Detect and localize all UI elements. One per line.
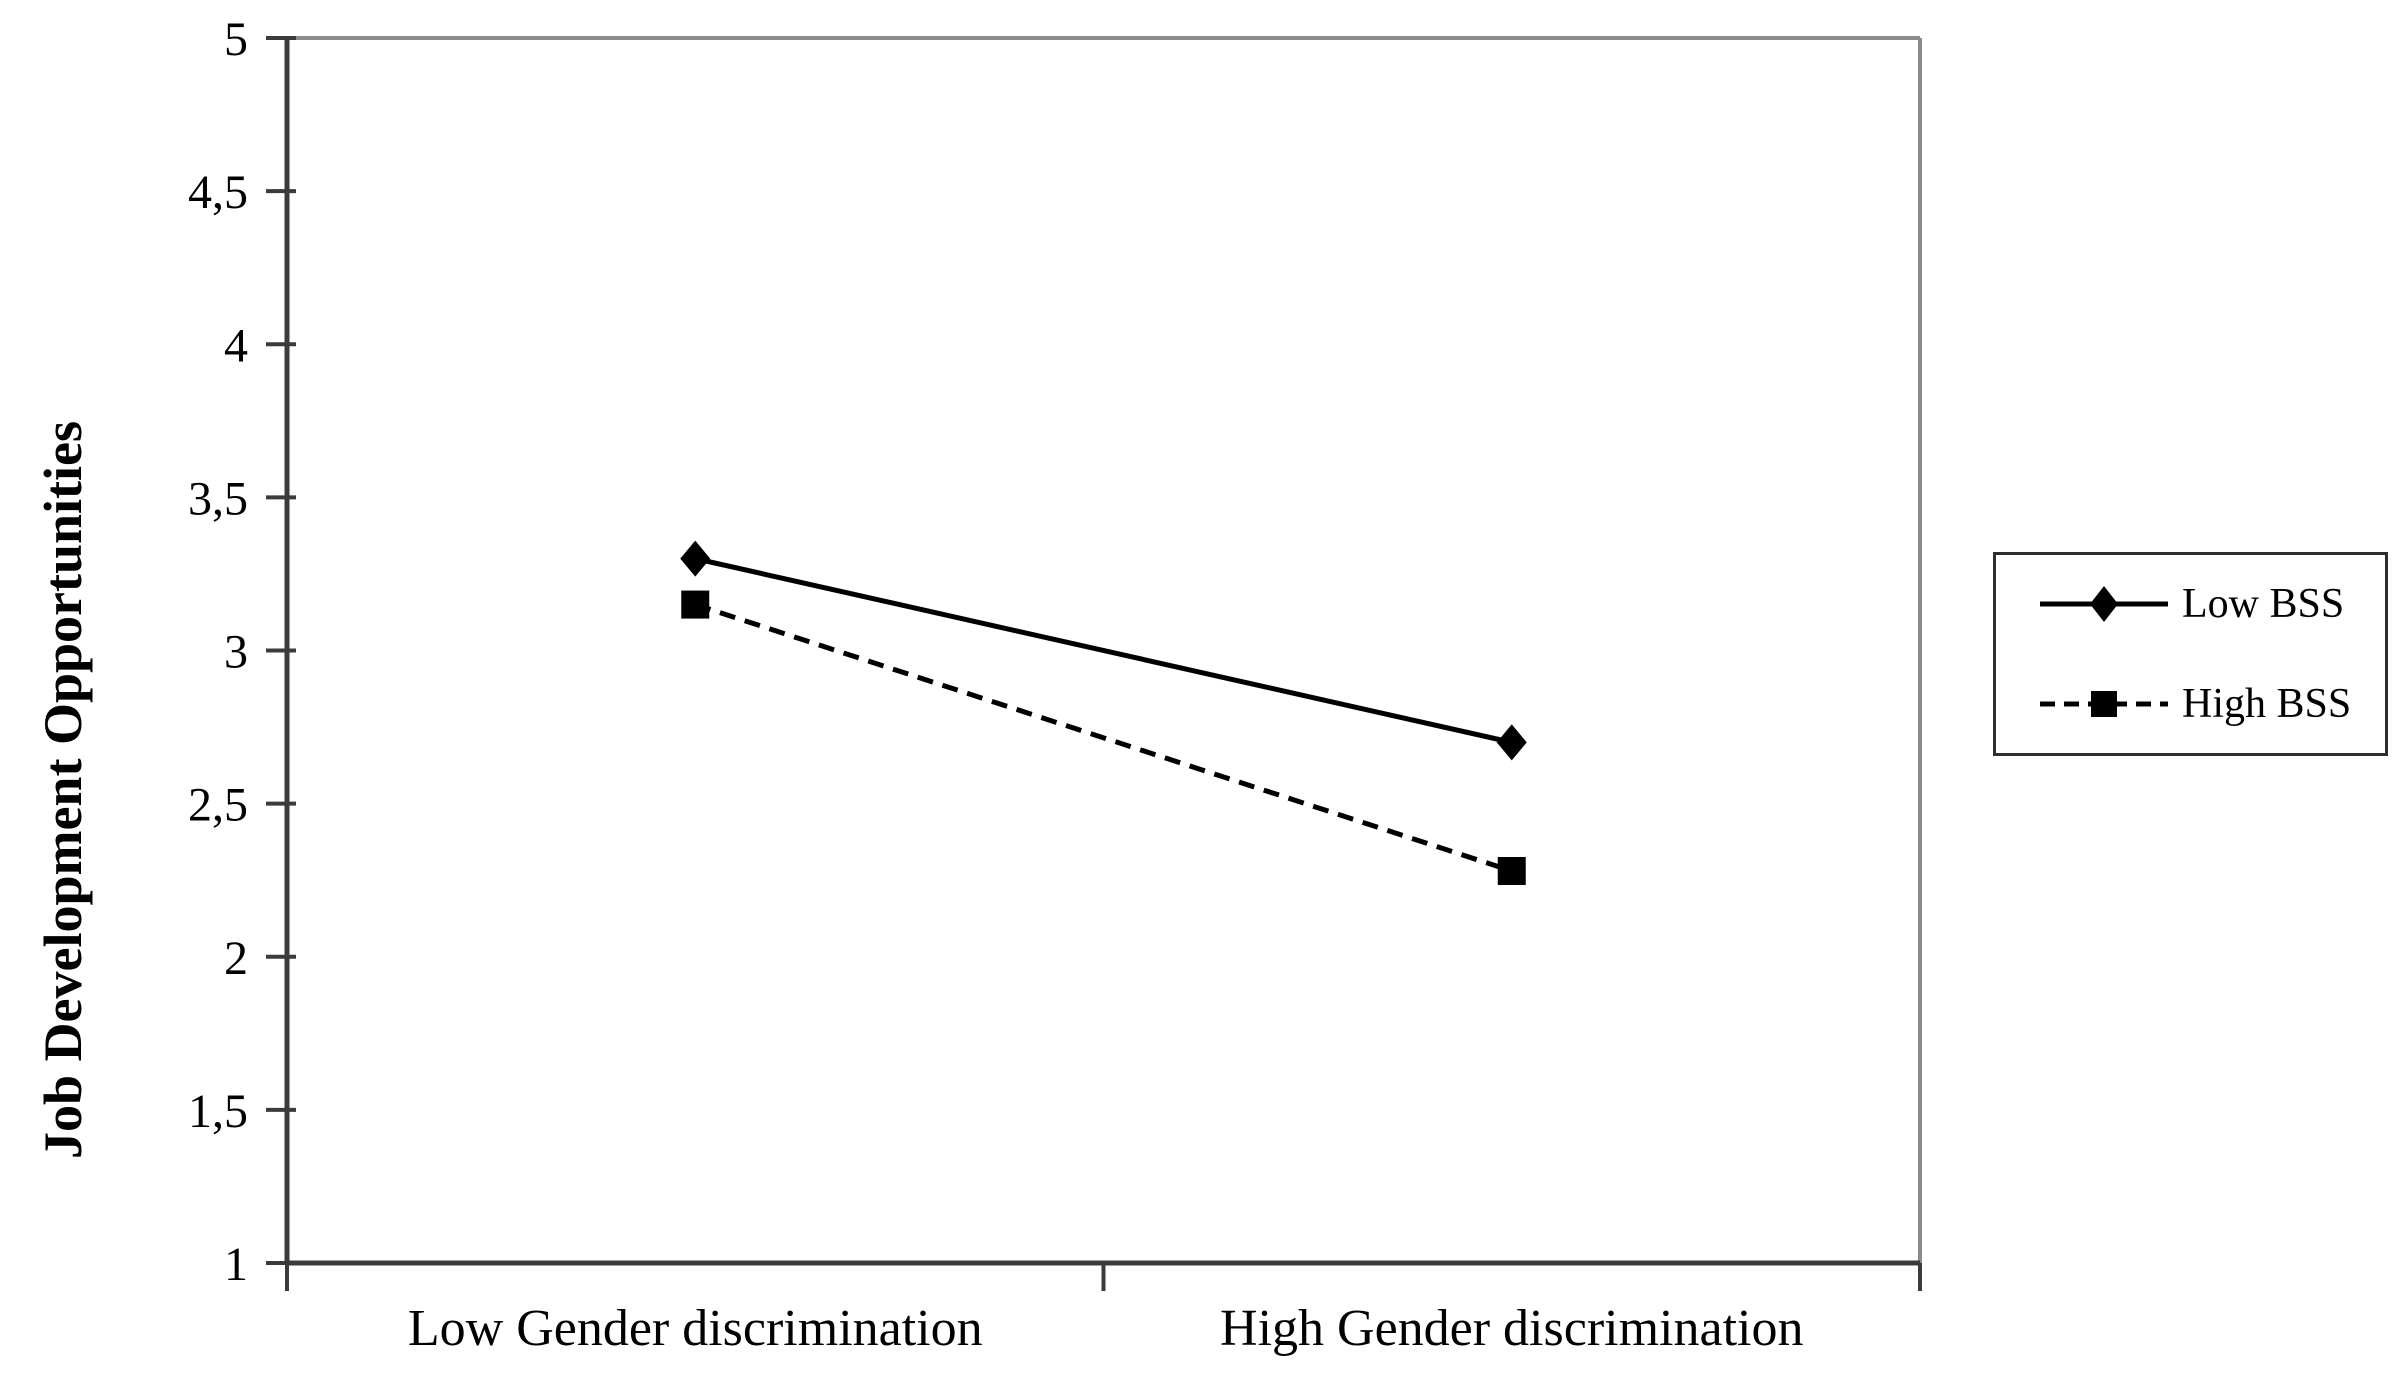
- series-line-high-bss: [694, 602, 1513, 874]
- legend-item-low-bss: Low BSS: [2038, 581, 2385, 627]
- y-tick-label: 2: [224, 932, 248, 985]
- x-category-label: High Gender discrimination: [1220, 1300, 1803, 1357]
- series-line-low-bss: [694, 556, 1513, 745]
- low-bss-sample-line: [2040, 586, 2168, 622]
- diamond-marker-icon: [680, 540, 711, 577]
- legend-item-high-bss: High BSS: [2038, 681, 2385, 727]
- y-tick-label: 1: [224, 1238, 248, 1291]
- square-marker-icon: [1497, 857, 1526, 885]
- y-tick-label: 4: [224, 319, 248, 372]
- diamond-marker-icon: [1496, 724, 1527, 761]
- legend-label-low-bss: Low BSS: [2182, 581, 2345, 627]
- y-tick-label: 4,5: [188, 166, 248, 219]
- y-tick-label: 3: [224, 626, 248, 679]
- y-tick-label: 2,5: [188, 779, 248, 832]
- high-bss-sample-line: [2040, 691, 2168, 717]
- x-category-label: Low Gender discrimination: [408, 1300, 983, 1357]
- square-marker-icon: [681, 590, 710, 619]
- diamond-marker-icon: [2090, 586, 2118, 622]
- y-tick-label: 5: [224, 13, 248, 66]
- y-tick-label: 1,5: [188, 1085, 248, 1138]
- square-marker-icon: [2091, 691, 2117, 717]
- y-tick-label: 3,5: [188, 472, 248, 525]
- legend-label-high-bss: High BSS: [2182, 681, 2352, 727]
- legend: Low BSS High BSS: [1993, 552, 2388, 756]
